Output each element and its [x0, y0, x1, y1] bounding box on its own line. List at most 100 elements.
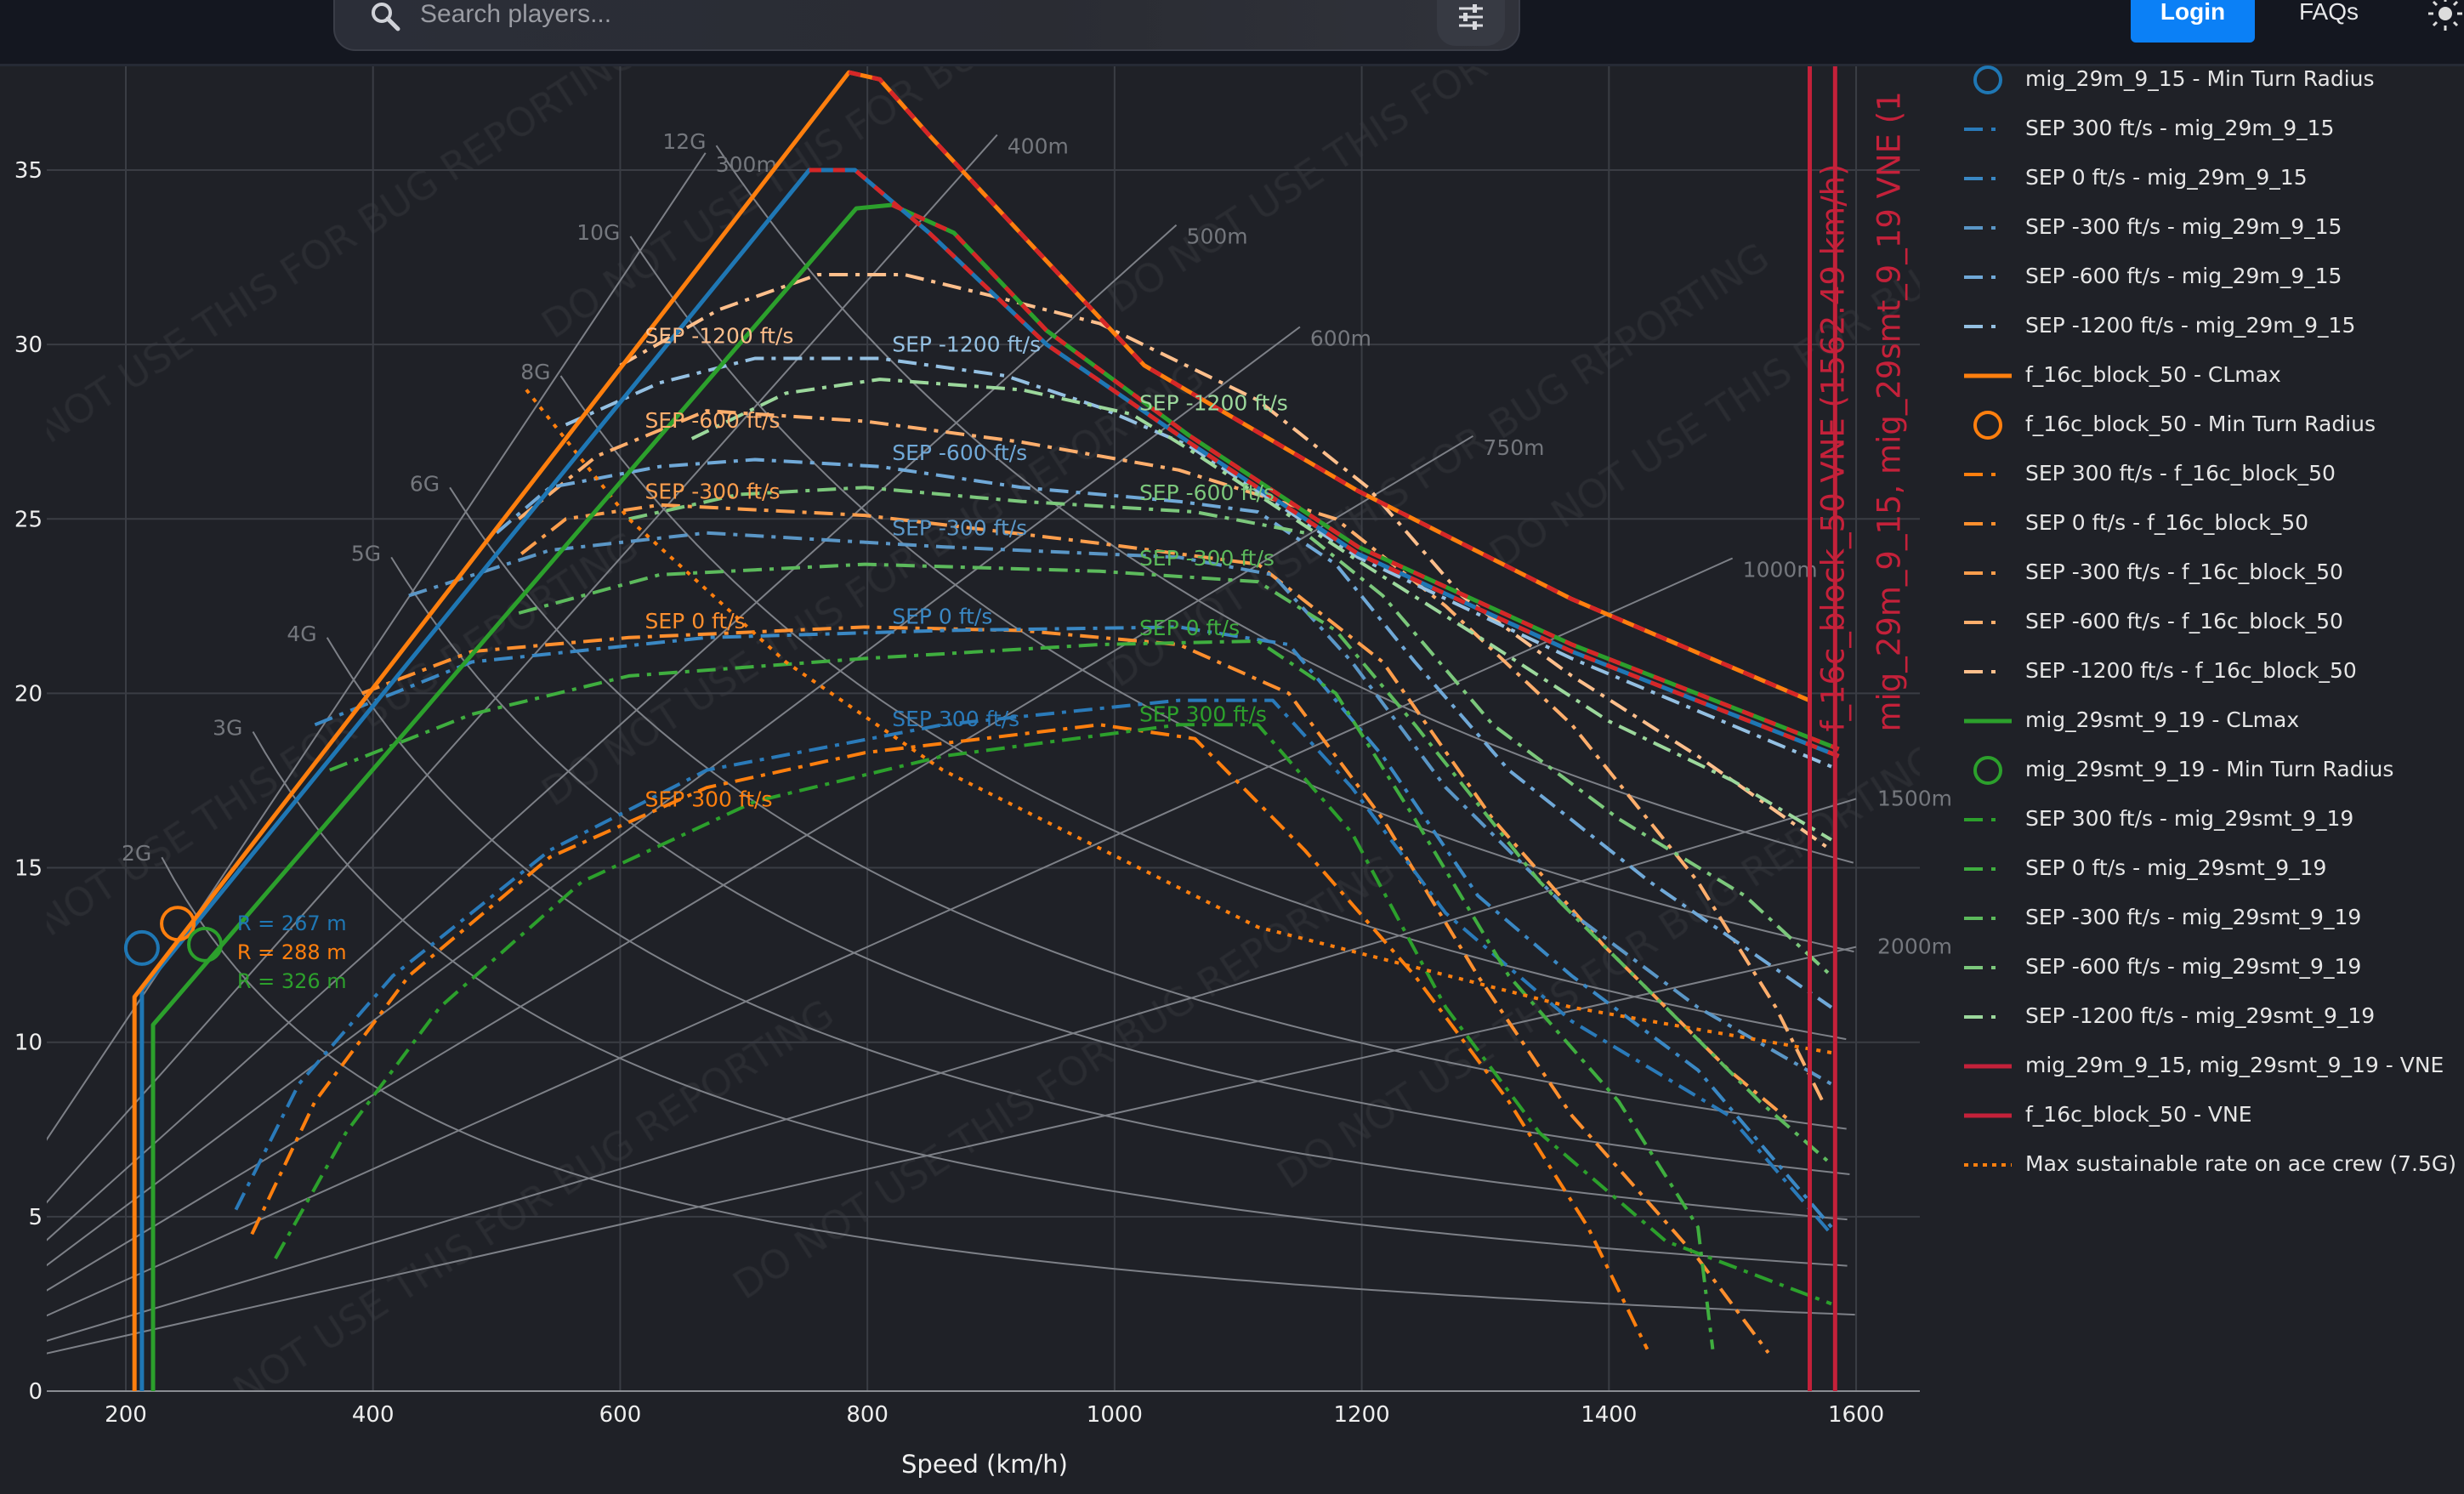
sep-curve	[234, 698, 1833, 1236]
turn-radius-label: 2000m	[1877, 934, 1952, 959]
legend-item[interactable]: f_16c_block_50 - Min Turn Radius	[1956, 406, 2464, 444]
legend-label: SEP 300 ft/s - f_16c_block_50	[2025, 461, 2336, 486]
legend-item[interactable]: SEP -600 ft/s - mig_29m_9_15	[1956, 258, 2464, 296]
sun-icon[interactable]	[2427, 0, 2464, 32]
clmax-curve	[132, 70, 1810, 1391]
sep-curve	[619, 273, 1833, 852]
legend-item[interactable]: mig_29m_9_15, mig_29smt_9_19 - VNE	[1956, 1048, 2464, 1085]
g-load-line	[715, 145, 1854, 864]
legend-label: mig_29smt_9_19 - Min Turn Radius	[2025, 757, 2394, 781]
legend-line-icon	[1964, 276, 2012, 279]
legend-item[interactable]: f_16c_block_50 - VNE	[1956, 1097, 2464, 1134]
turn-radius-line	[47, 946, 1857, 1355]
legend-item[interactable]: mig_29m_9_15 - Min Turn Radius	[1956, 61, 2464, 99]
turn-radius-line	[47, 224, 1178, 1241]
legend-label: f_16c_block_50 - VNE	[2025, 1102, 2252, 1127]
legend-item[interactable]: SEP 0 ft/s - mig_29m_9_15	[1956, 160, 2464, 197]
legend-label: SEP 300 ft/s - mig_29smt_9_19	[2025, 806, 2354, 831]
sep-label: SEP 300 ft/s	[892, 707, 1019, 731]
legend-line-icon	[1964, 1163, 2012, 1167]
y-tick-label: 5	[28, 1205, 43, 1230]
sep-label: SEP 300 ft/s	[645, 787, 773, 811]
legend-item[interactable]: SEP 0 ft/s - f_16c_block_50	[1956, 505, 2464, 542]
turn-radius-label: 400m	[1008, 134, 1069, 159]
g-line-label: 5G	[351, 541, 381, 565]
turn-radius-label: 1000m	[1743, 557, 1818, 582]
sep-label: SEP -600 ft/s	[1139, 480, 1275, 505]
sep-curve	[408, 531, 1832, 1086]
clmax-descent-overlay	[809, 168, 1840, 758]
legend-item[interactable]: SEP -1200 ft/s - f_16c_block_50	[1956, 653, 2464, 690]
legend-item[interactable]: SEP -600 ft/s - mig_29smt_9_19	[1956, 949, 2464, 986]
legend-line-icon	[1964, 917, 2012, 920]
reference-labels: 2G 3G 4G 5G 6G 8G 10G 12G 300m 400m 500m 600m 750m 10…	[122, 129, 1952, 958]
min-turn-radius-marker	[123, 929, 160, 966]
sep-curve	[495, 457, 1833, 1009]
legend-label: SEP -600 ft/s - mig_29smt_9_19	[2025, 954, 2362, 979]
legend-label: SEP -600 ft/s - f_16c_block_50	[2025, 609, 2343, 633]
legend-item[interactable]: SEP -600 ft/s - f_16c_block_50	[1956, 604, 2464, 641]
sep-label: SEP -600 ft/s	[645, 408, 781, 433]
turn-radius-label: 300m	[716, 152, 777, 177]
filter-button[interactable]	[1437, 0, 1505, 46]
legend-item[interactable]: SEP -300 ft/s - mig_29m_9_15	[1956, 209, 2464, 247]
legend-line-icon	[1964, 621, 2012, 624]
sep-curve	[628, 486, 1833, 978]
top-navigation-bar: Search players... Login FAQs	[0, 0, 2464, 66]
g-load-line	[449, 486, 1847, 1130]
y-tick-label: 30	[14, 332, 43, 358]
legend-line-icon	[1964, 1064, 2012, 1069]
g-line-label: 10G	[576, 220, 620, 245]
turn-radius-line	[47, 152, 707, 1141]
legend-label: SEP 0 ft/s - mig_29smt_9_19	[2025, 855, 2327, 880]
sep-label: SEP -1200 ft/s	[645, 323, 794, 348]
legend-label: f_16c_block_50 - CLmax	[2025, 362, 2281, 387]
x-tick-label: 1200	[1334, 1402, 1390, 1428]
legend-line-icon	[1964, 373, 2012, 378]
y-tick-label: 20	[14, 681, 43, 707]
legend-item[interactable]: SEP 300 ft/s - mig_29smt_9_19	[1956, 801, 2464, 838]
faqs-link[interactable]: FAQs	[2299, 0, 2359, 25]
legend-line-icon	[1964, 1113, 2012, 1118]
min-turn-radius-label: R = 288 m	[237, 940, 347, 964]
sep-curve	[690, 378, 1833, 842]
legend-item[interactable]: SEP 0 ft/s - mig_29smt_9_19	[1956, 850, 2464, 888]
login-button[interactable]: Login	[2131, 0, 2255, 43]
clmax-descent-overlay	[848, 70, 1810, 702]
legend-label: SEP -600 ft/s - mig_29m_9_15	[2025, 264, 2342, 288]
x-axis-title: Speed (km/h)	[901, 1450, 1068, 1479]
g-line-label: 4G	[287, 622, 316, 646]
x-tick-label: 200	[105, 1402, 147, 1428]
legend-item[interactable]: SEP -1200 ft/s - mig_29smt_9_19	[1956, 998, 2464, 1036]
legend-item[interactable]: SEP 300 ft/s - mig_29m_9_15	[1956, 111, 2464, 148]
sep-label: SEP 0 ft/s	[1139, 616, 1240, 640]
x-tick-label: 800	[846, 1402, 889, 1428]
legend-item[interactable]: SEP -300 ft/s - f_16c_block_50	[1956, 554, 2464, 592]
legend-item[interactable]: f_16c_block_50 - CLmax	[1956, 357, 2464, 395]
legend-line-icon	[1964, 226, 2012, 230]
legend-label: Max sustainable rate on ace crew (7.5G)	[2025, 1151, 2456, 1176]
legend-item[interactable]: SEP -300 ft/s - mig_29smt_9_19	[1956, 900, 2464, 937]
search-input[interactable]: Search players...	[420, 0, 612, 28]
legend-line-icon	[1964, 1015, 2012, 1019]
sep-label: SEP 0 ft/s	[645, 609, 746, 633]
x-tick-label: 400	[352, 1402, 395, 1428]
vne-lines: f_16c_block_50 VNE (1562.49 km/h)mig_29m…	[1808, 66, 1907, 1391]
sep-label: SEP -300 ft/s	[1139, 546, 1275, 571]
x-tick-label: 1400	[1581, 1402, 1637, 1428]
legend-line-icon	[1964, 177, 2012, 180]
legend-item[interactable]: SEP -1200 ft/s - mig_29m_9_15	[1956, 308, 2464, 345]
legend-line-icon	[1964, 473, 2012, 476]
legend-circle-icon	[1973, 65, 2002, 94]
clmax-descent-overlay	[891, 202, 1840, 752]
turn-radius-line	[47, 133, 998, 1204]
y-tick-label: 0	[28, 1379, 43, 1405]
x-tick-label: 1000	[1087, 1402, 1143, 1428]
legend-item[interactable]: mig_29smt_9_19 - Min Turn Radius	[1956, 752, 2464, 789]
legend-item[interactable]: SEP 300 ft/s - f_16c_block_50	[1956, 456, 2464, 493]
search-bar[interactable]: Search players...	[333, 0, 1520, 51]
legend-item[interactable]: Max sustainable rate on ace crew (7.5G)	[1956, 1146, 2464, 1184]
legend-item[interactable]: mig_29smt_9_19 - CLmax	[1956, 702, 2464, 740]
